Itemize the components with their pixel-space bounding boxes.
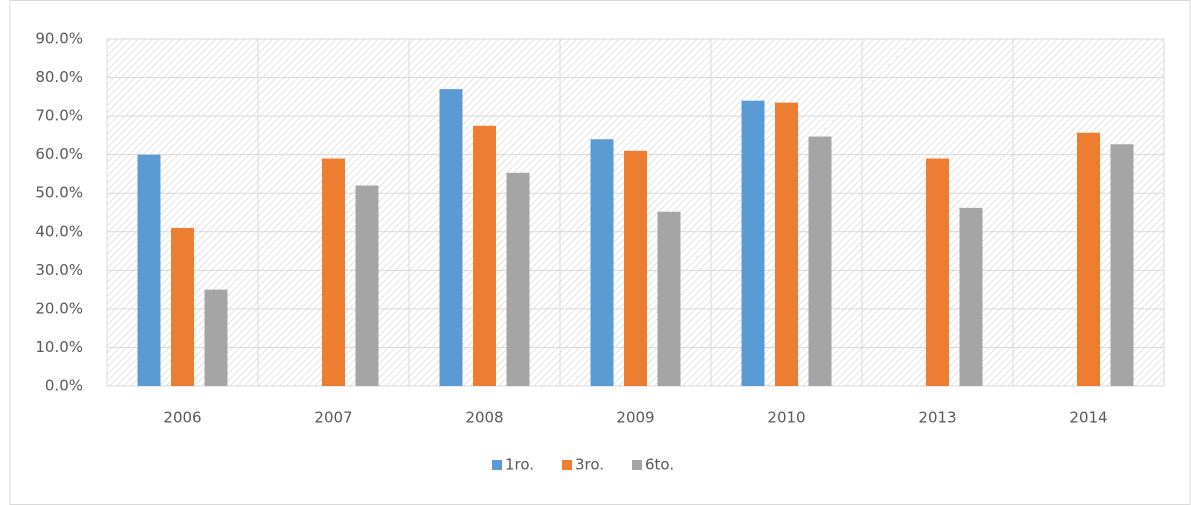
bar [741,100,765,386]
bar [657,211,681,386]
legend-label: 3ro. [575,456,604,474]
x-tick-label: 2013 [918,409,956,427]
legend-swatch [492,460,502,470]
y-tick-label: 0.0% [45,377,83,395]
bar [355,185,379,386]
legend-swatch [632,460,642,470]
bar [1110,144,1134,386]
bar [506,172,530,386]
x-tick-label: 2010 [767,409,805,427]
y-tick-label: 30.0% [35,261,83,279]
y-tick-label: 90.0% [35,30,83,48]
y-tick-label: 80.0% [35,68,83,86]
bar [439,89,463,386]
bar [473,125,496,386]
y-tick-label: 70.0% [35,107,83,125]
legend-label: 6to. [645,456,674,474]
bar [959,207,983,386]
bar [808,136,832,386]
y-tick-label: 60.0% [35,145,83,163]
x-tick-label: 2009 [616,409,654,427]
bar [137,154,161,386]
x-tick-label: 2008 [465,409,503,427]
x-tick-label: 2007 [314,409,352,427]
bar [171,227,194,386]
y-tick-label: 40.0% [35,222,83,240]
bar [775,102,798,386]
bar [1077,132,1100,386]
bar [322,158,345,386]
y-tick-label: 20.0% [35,299,83,317]
bar [590,139,614,386]
bar [624,150,647,386]
y-tick-label: 50.0% [35,184,83,202]
legend-label: 1ro. [505,456,534,474]
bar [204,289,228,386]
x-tick-label: 2014 [1069,409,1107,427]
bar [926,158,949,386]
y-tick-label: 10.0% [35,338,83,356]
legend-swatch [562,460,572,470]
x-tick-label: 2006 [163,409,201,427]
